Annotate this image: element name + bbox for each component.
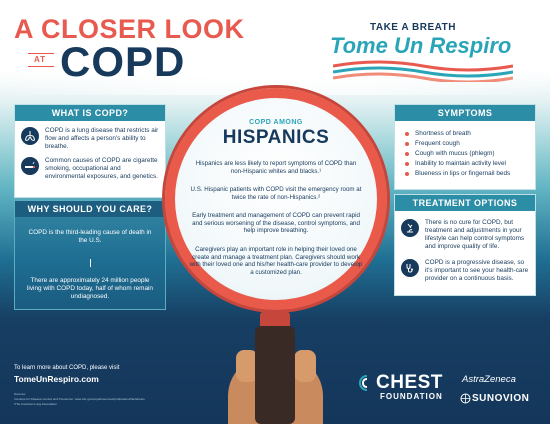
why-care-fact: COPD is the third-leading cause of death… bbox=[28, 229, 152, 244]
chest-foundation-logo: CHEST FOUNDATION bbox=[358, 372, 443, 401]
treatment-text: COPD is a progressive disease, so it's i… bbox=[425, 259, 529, 282]
finger-illustration bbox=[236, 350, 258, 382]
stethoscope-icon bbox=[401, 259, 419, 277]
magnifier-lens: COPD AMONG HISPANICS Hispanics are less … bbox=[165, 88, 387, 310]
hispanics-fact: Early treatment and management of COPD c… bbox=[192, 212, 360, 235]
treatment-panel: TREATMENT OPTIONS There is no cure for C… bbox=[394, 194, 536, 296]
microscope-icon bbox=[401, 219, 419, 237]
divider bbox=[89, 259, 91, 267]
cigarette-icon bbox=[21, 157, 39, 175]
why-care-panel: WHY SHOULD YOU CARE? COPD is the third-l… bbox=[14, 200, 166, 310]
why-care-title: WHY SHOULD YOU CARE? bbox=[15, 201, 165, 217]
list-item: Blueness in lips or fingernail beds bbox=[405, 169, 535, 179]
footnote: ¹Centers for Disease Control and Prevent… bbox=[14, 397, 145, 401]
list-item: COPD is a progressive disease, so it's i… bbox=[401, 259, 529, 283]
hispanics-fact: Hispanics are less likely to report symp… bbox=[195, 160, 357, 175]
footnote: ²The American Lung Association bbox=[14, 402, 58, 406]
list-item: Frequent cough bbox=[405, 139, 535, 149]
what-is-copd-title: WHAT IS COPD? bbox=[15, 105, 165, 121]
what-is-copd-text: COPD is a lung disease that restricts ai… bbox=[45, 127, 159, 150]
list-item: COPD is a lung disease that restricts ai… bbox=[21, 127, 159, 151]
magnifier-neck bbox=[260, 312, 290, 330]
symptoms-panel: SYMPTOMS Shortness of breath Frequent co… bbox=[394, 104, 536, 190]
chest-foundation-text: FOUNDATION bbox=[380, 392, 443, 401]
list-item: Common causes of COPD are cigarette smok… bbox=[21, 157, 159, 181]
learn-more-text: To learn more about COPD, please visit bbox=[14, 365, 120, 371]
list-item: There is no cure for COPD, but treatment… bbox=[401, 219, 529, 251]
list-item: Shortness of breath bbox=[405, 129, 535, 139]
what-is-copd-panel: WHAT IS COPD? COPD is a lung disease tha… bbox=[14, 104, 166, 198]
why-care-fact: There are approximately 24 million peopl… bbox=[27, 277, 153, 300]
hispanics-fact: Caregivers play an important role in hel… bbox=[189, 246, 363, 276]
symptoms-list: Shortness of breath Frequent cough Cough… bbox=[405, 129, 535, 179]
symptoms-title: SYMPTOMS bbox=[395, 105, 535, 121]
treatment-title: TREATMENT OPTIONS bbox=[395, 195, 535, 211]
sunovion-logo-icon bbox=[460, 393, 471, 404]
hispanics-subtitle: COPD AMONG bbox=[249, 119, 303, 126]
hispanics-title: HISPANICS bbox=[222, 127, 330, 148]
copd-causes-text: Common causes of COPD are cigarette smok… bbox=[45, 157, 158, 180]
list-item: Cough with mucus (phlegm) bbox=[405, 149, 535, 159]
divider bbox=[28, 66, 54, 67]
sunovion-logo: SUNOVION bbox=[472, 393, 530, 404]
list-item: Inability to maintain activity level bbox=[405, 159, 535, 169]
headline-at: AT bbox=[34, 55, 47, 64]
website-link[interactable]: TomeUnRespiro.com bbox=[14, 374, 99, 384]
finger-illustration bbox=[294, 350, 316, 382]
chest-logo-icon bbox=[358, 375, 368, 391]
divider bbox=[28, 53, 54, 54]
lungs-icon bbox=[21, 127, 39, 145]
hispanics-fact: U.S. Hispanic patients with COPD visit t… bbox=[190, 186, 362, 201]
astrazeneca-logo: AstraZeneca bbox=[462, 374, 516, 385]
header-background bbox=[0, 0, 550, 95]
chest-name: CHEST bbox=[376, 372, 443, 393]
headline-closer-look: A CLOSER LOOK bbox=[14, 14, 245, 44]
brand-logo-text: Tome Un Respiro bbox=[330, 33, 512, 58]
treatment-text: There is no cure for COPD, but treatment… bbox=[425, 219, 525, 250]
footnote: Sources: bbox=[14, 392, 26, 396]
headline-copd: COPD bbox=[60, 38, 186, 85]
magnifier-handle bbox=[255, 326, 295, 424]
wave-logo-icon bbox=[333, 60, 513, 82]
brand-tagline: TAKE A BREATH bbox=[370, 22, 456, 33]
